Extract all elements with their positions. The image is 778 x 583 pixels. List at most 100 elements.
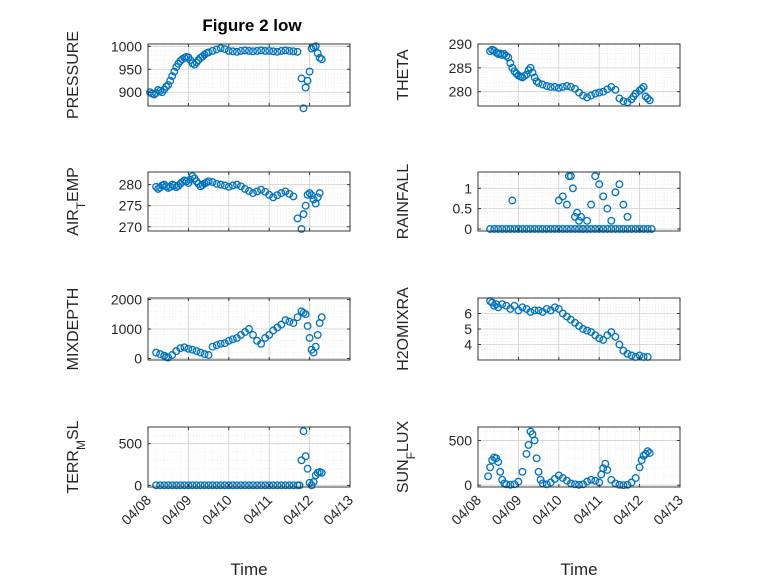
data-point [208, 46, 217, 55]
data-point [599, 192, 608, 201]
data-point [518, 303, 527, 312]
data-point [599, 335, 608, 344]
data-point [281, 316, 290, 325]
data-point [562, 200, 571, 209]
data-point [168, 481, 177, 490]
data-point [615, 225, 624, 233]
data-point [299, 210, 308, 219]
data-point [188, 345, 197, 354]
y-axis-label: PRESSURE [65, 31, 82, 119]
data-point [554, 83, 563, 92]
data-point [532, 454, 541, 463]
data-point [249, 47, 257, 56]
subplot-terr-msl: 0 500 04/08 04/09 04/10 04/11 04/12 04/13 TERRMS… [65, 420, 356, 579]
x-tick-label: 04/10 [529, 492, 565, 528]
y-axis-label: SUNFLUX [395, 421, 418, 494]
data-point [311, 42, 320, 51]
data-point [579, 225, 587, 233]
data-point [265, 330, 274, 339]
data-point [307, 44, 316, 53]
data-point [530, 225, 539, 233]
x-axis-label: Time [230, 560, 267, 579]
data-point [575, 480, 583, 489]
data-point [220, 481, 229, 490]
data-point [212, 179, 221, 188]
data-point [639, 225, 648, 233]
data-point [184, 344, 193, 353]
data-point [188, 172, 197, 181]
data-point [269, 193, 278, 202]
data-point [249, 189, 257, 198]
data-point [293, 47, 302, 56]
data-point [631, 225, 640, 233]
data-point [220, 339, 229, 348]
y-tick-label: 900 [119, 84, 143, 100]
data-point [528, 68, 537, 77]
data-point [313, 193, 322, 202]
data-point [216, 180, 225, 189]
data-point [615, 340, 624, 349]
data-point [619, 200, 628, 209]
y-tick-label: 2000 [111, 291, 142, 307]
data-point [196, 481, 205, 490]
data-point [599, 225, 608, 233]
data-point [566, 172, 575, 181]
data-point [273, 191, 282, 200]
data-point [554, 196, 563, 205]
data-point [160, 481, 169, 490]
data-point [170, 67, 179, 76]
data-point [204, 351, 213, 359]
data-point [595, 88, 604, 97]
data-point [196, 348, 205, 357]
y-tick-label: 0 [464, 477, 472, 493]
data-point [571, 225, 579, 233]
data-point [164, 481, 173, 490]
data-point [486, 225, 495, 233]
y-tick-label: 4 [464, 337, 472, 353]
data-point [285, 189, 294, 198]
data-point [257, 46, 266, 55]
y-tick-label: 1000 [111, 321, 142, 337]
data-point [164, 80, 173, 89]
figure-title: Figure 2 low [202, 16, 302, 35]
axes-box [477, 426, 681, 488]
data-point [261, 46, 270, 55]
data-point [575, 225, 583, 233]
y-tick-label: 500 [119, 436, 143, 452]
data-point [232, 47, 241, 56]
subplot-rainfall: 0 0.5 1 RAINFALL [395, 164, 681, 240]
data-point [530, 436, 539, 445]
data-point [643, 225, 652, 233]
data-point [204, 481, 213, 490]
x-tick-label: 04/10 [199, 492, 235, 528]
data-point [502, 51, 511, 60]
x-tick-label: 04/08 [448, 492, 484, 528]
data-point [192, 347, 201, 356]
data-point [611, 85, 620, 94]
data-point [546, 82, 555, 91]
data-point [538, 80, 547, 89]
y-axis-label: RAINFALL [395, 164, 412, 240]
data-point [587, 475, 596, 484]
x-tick-label: 04/11 [570, 492, 606, 528]
y-axis-label: MIXDEPTH [65, 288, 82, 371]
data-point [245, 46, 253, 55]
x-tick-label: 04/13 [320, 492, 356, 528]
data-point [208, 178, 217, 187]
data-point [524, 66, 533, 75]
data-point [289, 319, 298, 328]
data-point [611, 332, 620, 341]
data-point [645, 96, 654, 105]
data-point [236, 46, 245, 55]
data-point [498, 225, 507, 233]
data-point [188, 481, 197, 490]
data-point [591, 476, 600, 485]
data-point [534, 467, 543, 476]
y-axis-label: TERRMSL [65, 420, 88, 493]
data-point [494, 457, 503, 466]
data-point [595, 225, 604, 233]
data-point [277, 189, 286, 198]
data-point [627, 225, 636, 233]
data-point [607, 328, 616, 337]
